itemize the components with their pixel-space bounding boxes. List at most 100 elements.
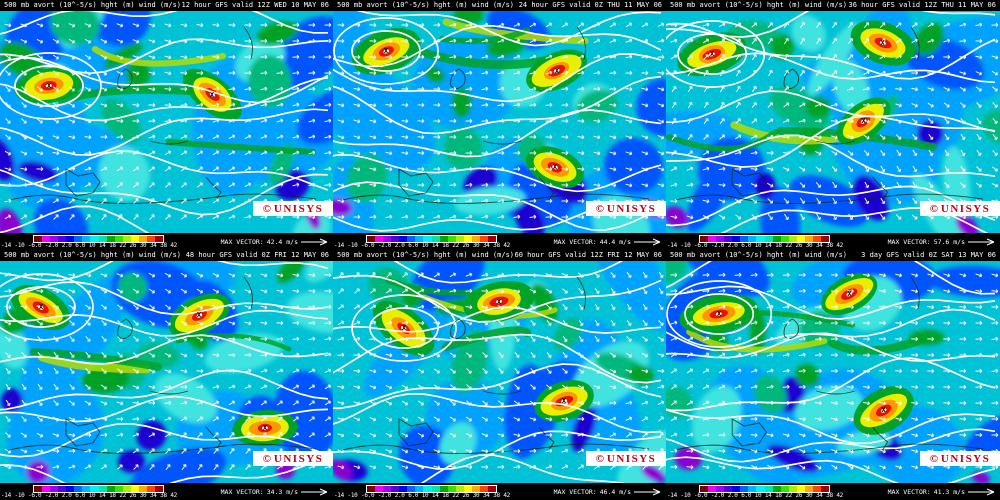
- colorbar-tick-label: 26: [795, 242, 803, 249]
- svg-text:X: X: [717, 309, 722, 318]
- unisys-logo: © UNISYS: [253, 451, 333, 466]
- colorbar-segment: [66, 236, 75, 242]
- colorbar-tick-label: 34: [815, 492, 823, 499]
- colorbar-segment: [455, 236, 464, 242]
- max-vector: MAX VECTOR: 46.4 m/s: [554, 483, 662, 500]
- colorbar-segment: [146, 486, 155, 492]
- map-canvas: X X X: [333, 11, 666, 233]
- colorbar-segment: [820, 486, 829, 492]
- colorbar-tick-label: 34: [482, 492, 490, 499]
- colorbar-tick-label: 42: [836, 492, 843, 499]
- colorbar-tick-label: 18: [109, 492, 116, 499]
- colorbar-tick-label: -10: [14, 242, 25, 249]
- colorbar: [366, 235, 497, 243]
- max-vector-label: MAX VECTOR:: [887, 487, 931, 496]
- map-canvas: XX: [0, 11, 333, 233]
- colorbar-segment: [796, 486, 805, 492]
- svg-text:X: X: [562, 397, 567, 405]
- colorbar-segment: [391, 486, 400, 492]
- legend-bar: -14 -10 -6.0 -2.0 2.0 6.0 10 14 18 22 26 30 34 38 42 M…: [666, 233, 1000, 250]
- colorbar-ticks: -14 -10 -6.0 -2.0 2.0 6.0 10 14 18 22 26 30 34 38 42: [667, 243, 843, 249]
- colorbar-segment: [34, 486, 43, 492]
- unisys-logo-text: UNISYS: [940, 452, 991, 465]
- svg-text:X: X: [402, 324, 407, 332]
- colorbar-segment: [130, 486, 139, 492]
- colorbar-tick-label: 6.0: [75, 492, 86, 499]
- colorbar-tick-label: 6.0: [75, 242, 86, 249]
- colorbar-segment: [820, 236, 829, 242]
- colorbar-segment: [367, 236, 376, 242]
- max-vector-value: 34.3 m/s: [266, 487, 298, 496]
- colorbar-tick-label: -2.0: [44, 492, 59, 499]
- colorbar-tick-label: -14: [334, 242, 344, 249]
- colorbar-tick-label: -6.0: [361, 492, 375, 499]
- panel-title-bar: 500 mb avort (10^-5/s) hght (m) wind (m/…: [333, 250, 666, 261]
- colorbar-tick-label: -14: [1, 242, 11, 249]
- max-vector-arrow-icon: [634, 238, 661, 245]
- colorbar-tick-label: 14: [431, 242, 439, 249]
- colorbar-segment: [66, 486, 75, 492]
- colorbar-tick-label: 2.0: [61, 242, 72, 249]
- colorbar-segment: [122, 486, 131, 492]
- colorbar-tick-label: -14: [334, 492, 344, 499]
- colorbar-segment: [82, 486, 91, 492]
- colorbar-tick-label: -6.0: [694, 242, 708, 249]
- product-label: 500 mb avort (10^-5/s) hght (m) wind (m/…: [337, 1, 515, 9]
- colorbar-segment: [716, 486, 725, 492]
- colorbar-segment: [391, 236, 400, 242]
- panel-title-bar: 500 mb avort (10^-5/s) hght (m) wind (m/…: [0, 250, 333, 261]
- svg-text:X: X: [263, 424, 268, 432]
- colorbar-segment: [58, 486, 67, 492]
- colorbar-tick-label: 34: [482, 242, 490, 249]
- colorbar-tick-label: 30: [805, 242, 813, 249]
- colorbar-tick-label: 18: [442, 242, 449, 249]
- colorbar-segment: [439, 486, 448, 492]
- colorbar: [33, 485, 164, 493]
- forecast-panel: 500 mb avort (10^-5/s) hght (m) wind (m/…: [0, 250, 333, 500]
- colorbar-tick-label: 10: [421, 242, 429, 249]
- unisys-logo: © UNISYS: [253, 201, 333, 216]
- map-area: X X X © UNISYS: [0, 261, 333, 483]
- svg-text:X: X: [197, 311, 202, 319]
- colorbar-tick-label: 18: [442, 492, 449, 499]
- colorbar-segment: [740, 236, 749, 242]
- svg-text:X: X: [861, 116, 866, 125]
- colorbar: [366, 485, 497, 493]
- map-canvas: X X X: [0, 261, 333, 483]
- colorbar-tick-label: -10: [680, 492, 691, 499]
- colorbar-tick-label: -2.0: [710, 242, 725, 249]
- colorbar-segment: [399, 486, 408, 492]
- map-area: X X X © UNISYS: [666, 11, 1000, 233]
- colorbar-tick-label: 22: [119, 242, 126, 249]
- valid-time-label: 24 hour GFS valid 0Z THU 11 MAY 06: [518, 1, 662, 9]
- colorbar-tick-label: 14: [764, 242, 772, 249]
- colorbar-ticks: -14 -10 -6.0 -2.0 2.0 6.0 10 14 18 22 26 30 34 38 42: [334, 243, 510, 249]
- colorbar-tick-label: 38: [160, 492, 167, 499]
- valid-time-label: 60 hour GFS valid 12Z FRI 12 MAY 06: [514, 251, 662, 259]
- colorbar-tick-label: -2.0: [44, 242, 59, 249]
- colorbar-tick-label: -10: [680, 242, 691, 249]
- max-vector-label: MAX VECTOR:: [220, 237, 264, 246]
- colorbar-tick-label: -14: [667, 492, 677, 499]
- max-vector: MAX VECTOR: 57.6 m/s: [888, 233, 996, 250]
- colorbar-tick-label: 38: [826, 492, 833, 499]
- colorbar-ticks: -14 -10 -6.0 -2.0 2.0 6.0 10 14 18 22 26 30 34 38 42: [667, 493, 843, 499]
- colorbar-tick-label: 18: [109, 242, 116, 249]
- colorbar-tick-label: 42: [503, 242, 510, 249]
- svg-text:X: X: [553, 163, 558, 171]
- colorbar-segment: [748, 236, 757, 242]
- colorbar-segment: [106, 236, 115, 242]
- colorbar-segment: [90, 236, 99, 242]
- unisys-logo-text: UNISYS: [273, 202, 324, 215]
- panel-title-bar: 500 mb avort (10^-5/s) hght (m) wind (m/…: [666, 0, 1000, 11]
- colorbar-segment: [487, 236, 496, 242]
- colorbar-segment: [487, 486, 496, 492]
- max-vector-label: MAX VECTOR:: [553, 237, 597, 246]
- colorbar-segment: [375, 236, 384, 242]
- colorbar-tick-label: -14: [1, 492, 11, 499]
- unisys-logo-text: UNISYS: [606, 202, 657, 215]
- colorbar-tick-label: 2.0: [727, 492, 738, 499]
- max-vector-arrow-icon: [301, 238, 328, 245]
- colorbar-segment: [756, 236, 765, 242]
- colorbar-segment: [708, 236, 717, 242]
